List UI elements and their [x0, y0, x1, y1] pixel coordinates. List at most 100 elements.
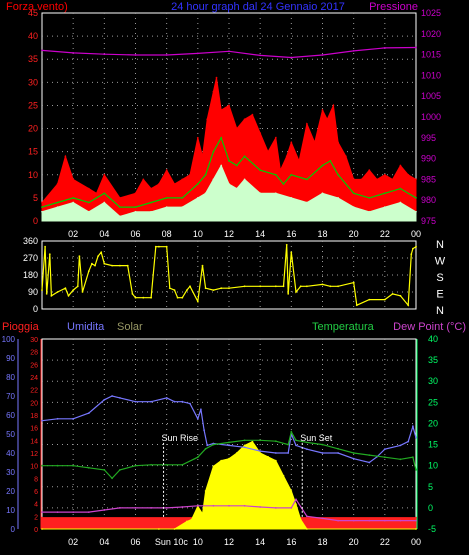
- wind-minimum-series-point: [72, 201, 75, 204]
- humidity-series-point: [196, 417, 199, 420]
- wind-direction-series-point: [383, 298, 386, 301]
- x-tick-label: 18: [317, 229, 327, 239]
- wind-minimum-series-point: [337, 197, 339, 199]
- wind-average-series-point: [204, 173, 207, 176]
- sun-marker-label: Sun 10c: [155, 537, 189, 547]
- wind-average-series-point: [337, 173, 339, 176]
- wind-direction-series-point: [355, 304, 358, 307]
- humidity-series-point: [407, 440, 410, 443]
- temperature-series-point: [368, 454, 371, 456]
- wind-gust-series-point: [103, 173, 106, 176]
- wind-direction-series-point: [201, 264, 204, 267]
- wind-direction-series-point: [337, 285, 339, 288]
- x-tick-label: 00: [411, 229, 421, 239]
- wind-direction-series-point: [56, 291, 59, 293]
- dew-point-series-point: [56, 511, 59, 513]
- rain-tick-label: 6: [34, 489, 38, 496]
- solar-series-point: [282, 474, 285, 477]
- wind-average-series-point: [321, 164, 324, 167]
- wind-gust-series-point: [165, 169, 168, 172]
- temperature-humidity-series: [41, 395, 417, 530]
- rain-tick-label: 4: [34, 502, 38, 509]
- wind-direction-series-point: [287, 293, 290, 295]
- solar-series-point: [259, 452, 262, 454]
- wind-direction-series-point: [410, 253, 413, 256]
- wind-direction-series-point: [41, 289, 43, 291]
- wind-gust-series-point: [201, 155, 204, 158]
- wind-minimum-series-point: [220, 164, 223, 167]
- pressure-series-point: [415, 46, 417, 49]
- rain-series-point: [415, 516, 417, 519]
- wind-direction-series-point: [220, 287, 223, 290]
- temperature-series-point: [212, 443, 215, 446]
- rain-tick-label: 0: [34, 527, 38, 534]
- chart-title: 24 hour graph dal 24 Gennaio 2017: [171, 1, 345, 13]
- direction-degree-ticks: 0 90 180 270 360: [23, 236, 38, 314]
- rain-tick-label: 26: [30, 362, 38, 369]
- temperature-series-point: [337, 447, 339, 450]
- humidity-tick-label: 30: [6, 468, 15, 477]
- humidity-label: Umidita: [67, 321, 105, 333]
- rain-tick-label: 24: [30, 375, 38, 382]
- wind-direction-series-point: [243, 285, 246, 288]
- x-tick-label: 20: [349, 229, 359, 239]
- wind-direction-series-point: [111, 264, 113, 267]
- wind-gust-series-point: [235, 127, 238, 130]
- wind-direction-series-point: [321, 283, 324, 286]
- wind-minimum-series-point: [399, 201, 402, 204]
- rain-label: Pioggia: [2, 321, 40, 333]
- sun-marker-label: Sun Rise: [162, 433, 199, 443]
- solar-series-point: [204, 490, 207, 492]
- humidity-axis-ticks: 0 10 20 30 40 50 60 70 80 90 100: [2, 335, 16, 534]
- humidity-series-point: [200, 408, 202, 411]
- wind-direction-series-point: [142, 296, 145, 299]
- wind-direction-series-point: [407, 304, 410, 307]
- direction-tick-label: 360: [23, 236, 38, 246]
- solar-series-point: [235, 452, 238, 454]
- wind-direction-series-point: [87, 270, 90, 273]
- x-tick-label: 10: [193, 537, 203, 547]
- wind-direction-series-point: [329, 285, 332, 288]
- solar-series-point: [290, 490, 293, 492]
- temperature-series-point: [412, 456, 414, 459]
- humidity-tick-label: 20: [6, 487, 15, 496]
- wind-average-series-point: [212, 150, 215, 153]
- x-tick-label: 14: [255, 537, 265, 547]
- x-tick-label: 22: [380, 229, 390, 239]
- humidity-series-point: [173, 400, 176, 403]
- temperature-series-point: [87, 466, 90, 469]
- wind-gust-series-point: [142, 178, 145, 181]
- wind-minimum-series-point: [415, 210, 417, 213]
- pressure-axis-ticks: 975 980 985 990 995 1000 1005 1010 1015 1020 1025: [421, 8, 441, 226]
- wind-gust-series-point: [158, 183, 160, 185]
- wind-direction-series-point: [259, 285, 262, 288]
- temperature-series-point: [295, 439, 297, 442]
- wind-minimum-series-point: [204, 192, 207, 195]
- wind-minimum-series-point: [306, 201, 308, 204]
- solar-series-point: [306, 528, 308, 530]
- wind-average-series-point: [368, 197, 371, 199]
- solar-series-point: [173, 528, 176, 530]
- temperature-series-point: [196, 456, 199, 459]
- wind-direction-series-point: [72, 289, 75, 291]
- pressure-series-point: [290, 56, 293, 59]
- compass-label: N: [436, 239, 444, 251]
- pressure-series-point: [321, 54, 324, 56]
- dew-point-series-point: [368, 519, 371, 522]
- wind-direction-series-point: [165, 245, 168, 248]
- pressure-tick-label: 975: [421, 216, 436, 226]
- wind-average-series-point: [235, 164, 238, 167]
- wind-minimum-series-point: [235, 187, 238, 190]
- wind-gust-series-point: [290, 141, 293, 144]
- wind-gust-series-point: [279, 169, 282, 172]
- direction-tick-label: 90: [28, 287, 38, 297]
- solar-series-point: [186, 520, 188, 523]
- temperature-tick-label: 15: [428, 440, 438, 450]
- dew-point-series-point: [259, 506, 262, 508]
- temperature-series-point: [243, 439, 246, 442]
- temperature-series-point: [306, 441, 308, 444]
- dew-point-series-point: [181, 506, 184, 508]
- humidity-series-point: [321, 452, 324, 454]
- wind-minimum-series-point: [243, 178, 246, 181]
